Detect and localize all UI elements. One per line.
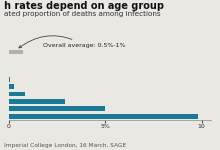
Bar [9, 77, 10, 82]
Bar [9, 106, 105, 111]
Text: ated proportion of deaths among infections: ated proportion of deaths among infectio… [4, 11, 161, 17]
Bar [9, 114, 198, 119]
Text: Overall average: 0.5%-1%: Overall average: 0.5%-1% [19, 36, 126, 48]
Bar [9, 92, 25, 96]
Bar [9, 84, 14, 89]
Text: Imperial College London, 16 March, SAGE: Imperial College London, 16 March, SAGE [4, 144, 127, 148]
Text: h rates depend on age group: h rates depend on age group [4, 1, 164, 11]
Bar [9, 50, 23, 54]
Bar [9, 99, 65, 104]
